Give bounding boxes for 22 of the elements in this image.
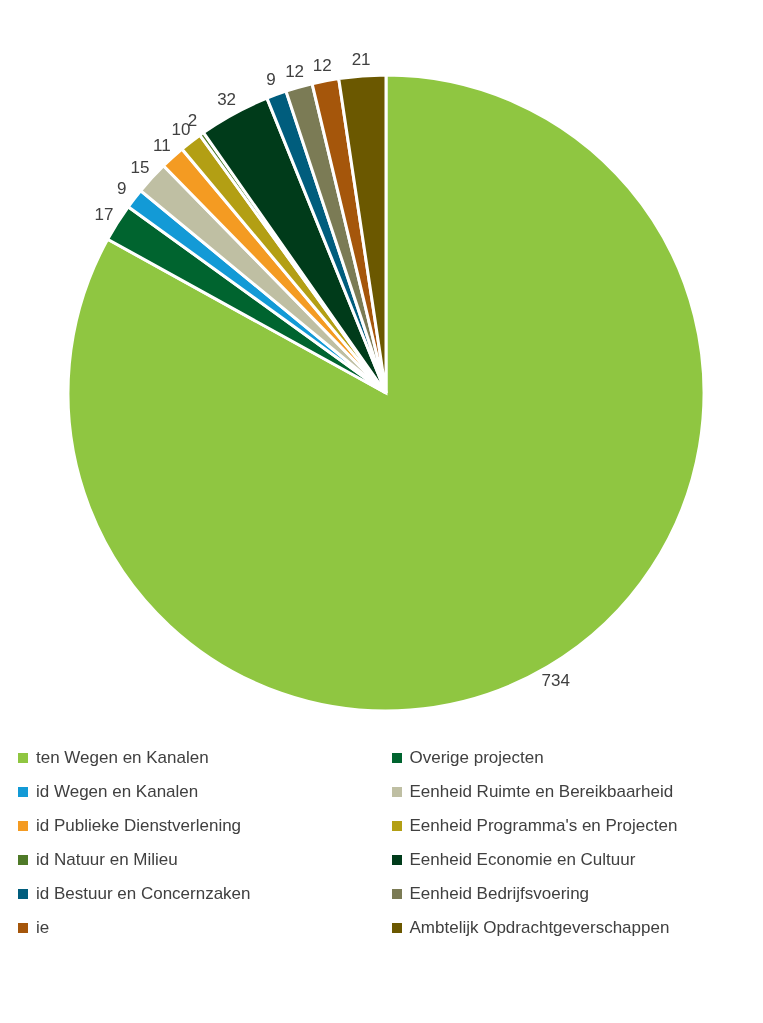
data-label: 9 [116,179,127,199]
legend-label: id Wegen en Kanalen [36,782,199,802]
legend-label: Overige projecten [409,748,544,768]
legend-label: Eenheid Ruimte en Bereikbaarheid [409,782,674,802]
data-label: 9 [266,69,276,89]
legend-label: id Bestuur en Concernzaken [36,884,251,904]
data-label: 15 [130,157,150,177]
data-label: 734 [541,671,570,691]
data-label: 21 [351,50,371,70]
legend-label: Eenheid Economie en Cultuur [409,850,636,870]
data-label: 12 [285,62,305,82]
data-label: 11 [153,135,171,155]
legend-label: Eenheid Bedrijfsvoering [409,884,590,904]
data-label: 32 [217,89,237,109]
legend-label: id Natuur en Milieu [36,850,178,870]
legend-label: ie [36,918,50,938]
legend-label: id Publieke Dienstverlening [36,816,242,836]
legend-label: Ambtelijk Opdrachtgeverschappen [409,918,670,938]
data-label: 17 [94,204,114,224]
legend-label: Eenheid Programma's en Projecten [409,816,678,836]
legend-label: ten Wegen en Kanalen [36,748,209,768]
data-label: 12 [312,55,332,75]
